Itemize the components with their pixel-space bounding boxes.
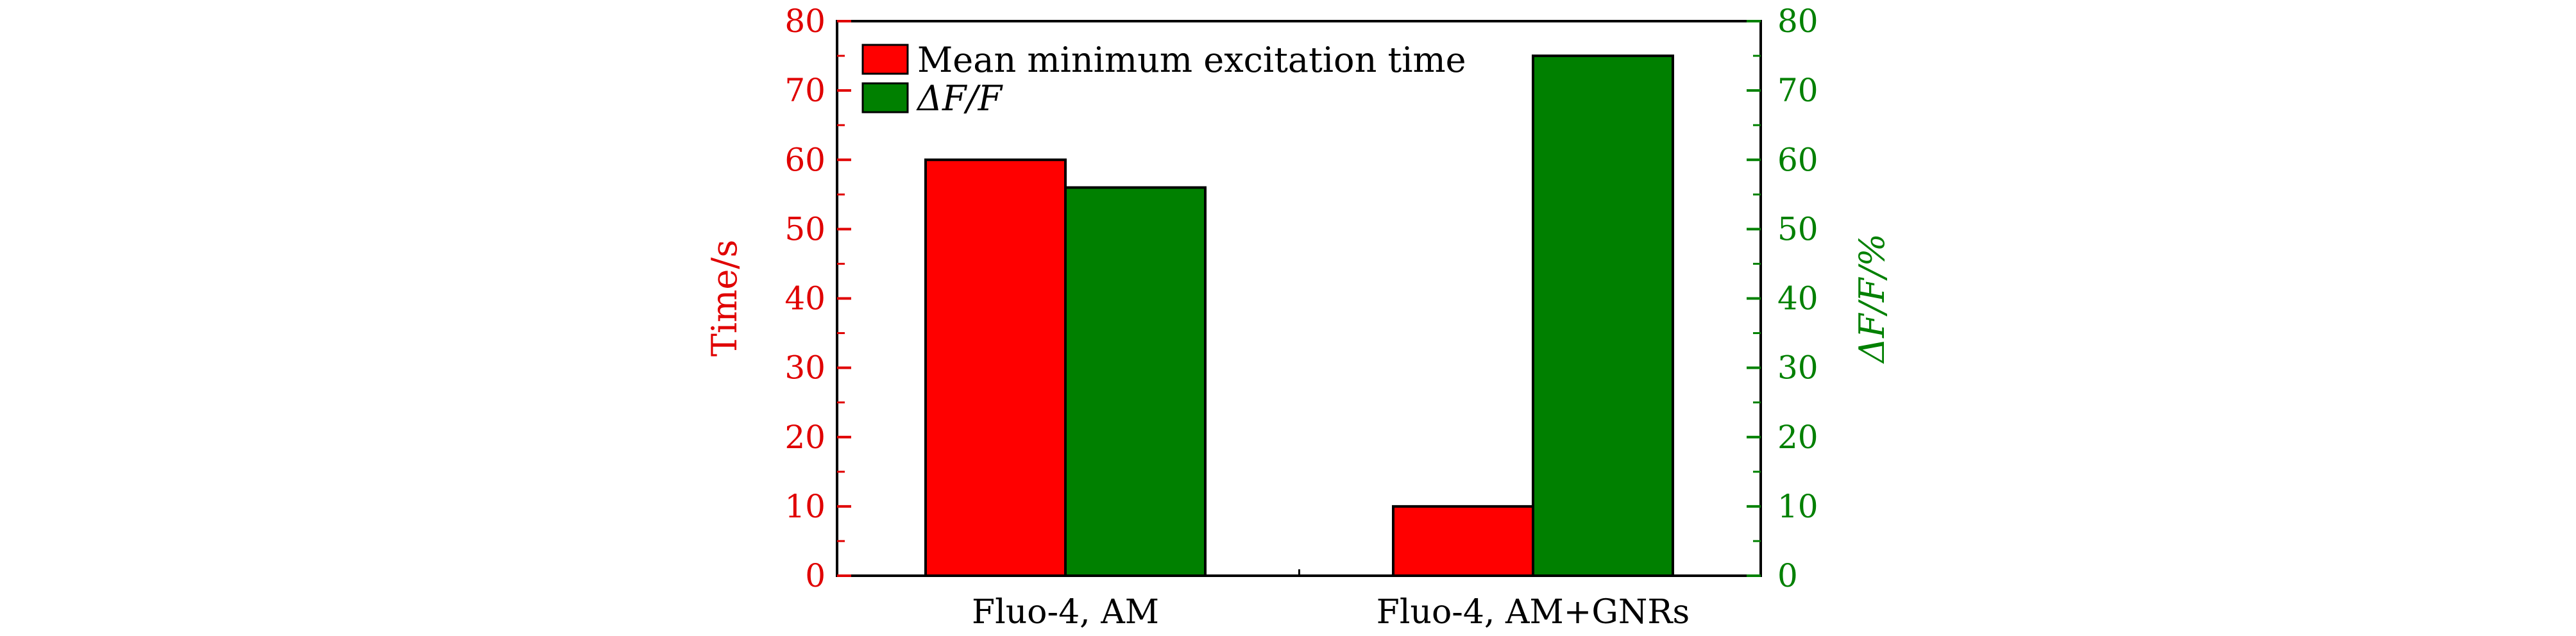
x-tick-label: Fluo-4, AM bbox=[972, 593, 1159, 632]
bar-time bbox=[924, 158, 1067, 577]
right-tick-label: 80 bbox=[1777, 3, 1818, 40]
bar-dff bbox=[1064, 186, 1207, 577]
legend-label-dff: ΔF/F bbox=[916, 78, 1004, 119]
left-tick-label: 30 bbox=[784, 349, 826, 387]
left-tick-label: 40 bbox=[784, 280, 826, 317]
left-axis-title: Time/s bbox=[704, 240, 745, 356]
right-tick-label: 50 bbox=[1777, 210, 1818, 247]
right-tick-label: 60 bbox=[1777, 141, 1818, 178]
right-axis: 0 10 20 30 40 50 60 70 80 bbox=[1747, 3, 1818, 594]
category-labels: Fluo-4, AM Fluo-4, AM+GNRs bbox=[972, 567, 1690, 632]
left-tick-label: 70 bbox=[784, 72, 826, 109]
left-tick-label: 60 bbox=[784, 141, 826, 178]
left-axis: 0 10 20 30 40 50 60 70 80 bbox=[784, 3, 851, 594]
left-tick-label: 0 bbox=[805, 557, 826, 594]
bar-time bbox=[1392, 505, 1534, 577]
bar-dff bbox=[1532, 54, 1674, 577]
legend-label-time: Mean minimum excitation time bbox=[917, 40, 1466, 80]
right-tick-label: 70 bbox=[1777, 72, 1818, 109]
left-tick-label: 20 bbox=[784, 419, 826, 456]
left-tick-label: 80 bbox=[784, 3, 826, 40]
left-tick-label: 10 bbox=[784, 488, 826, 525]
right-tick-label: 20 bbox=[1777, 419, 1818, 456]
right-tick-label: 30 bbox=[1777, 349, 1818, 387]
legend-swatch-dff bbox=[861, 82, 909, 113]
left-tick-label: 50 bbox=[784, 210, 826, 247]
right-tick-label: 10 bbox=[1777, 488, 1818, 525]
x-tick-label: Fluo-4, AM+GNRs bbox=[1377, 593, 1690, 632]
right-tick-label: 0 bbox=[1777, 557, 1798, 594]
right-axis-title: ΔF/F/% bbox=[1852, 233, 1892, 364]
right-tick-label: 40 bbox=[1777, 280, 1818, 317]
legend: Mean minimum excitation time ΔF/F bbox=[861, 40, 1466, 119]
legend-swatch-time bbox=[861, 44, 909, 75]
bar-group bbox=[924, 54, 1674, 577]
